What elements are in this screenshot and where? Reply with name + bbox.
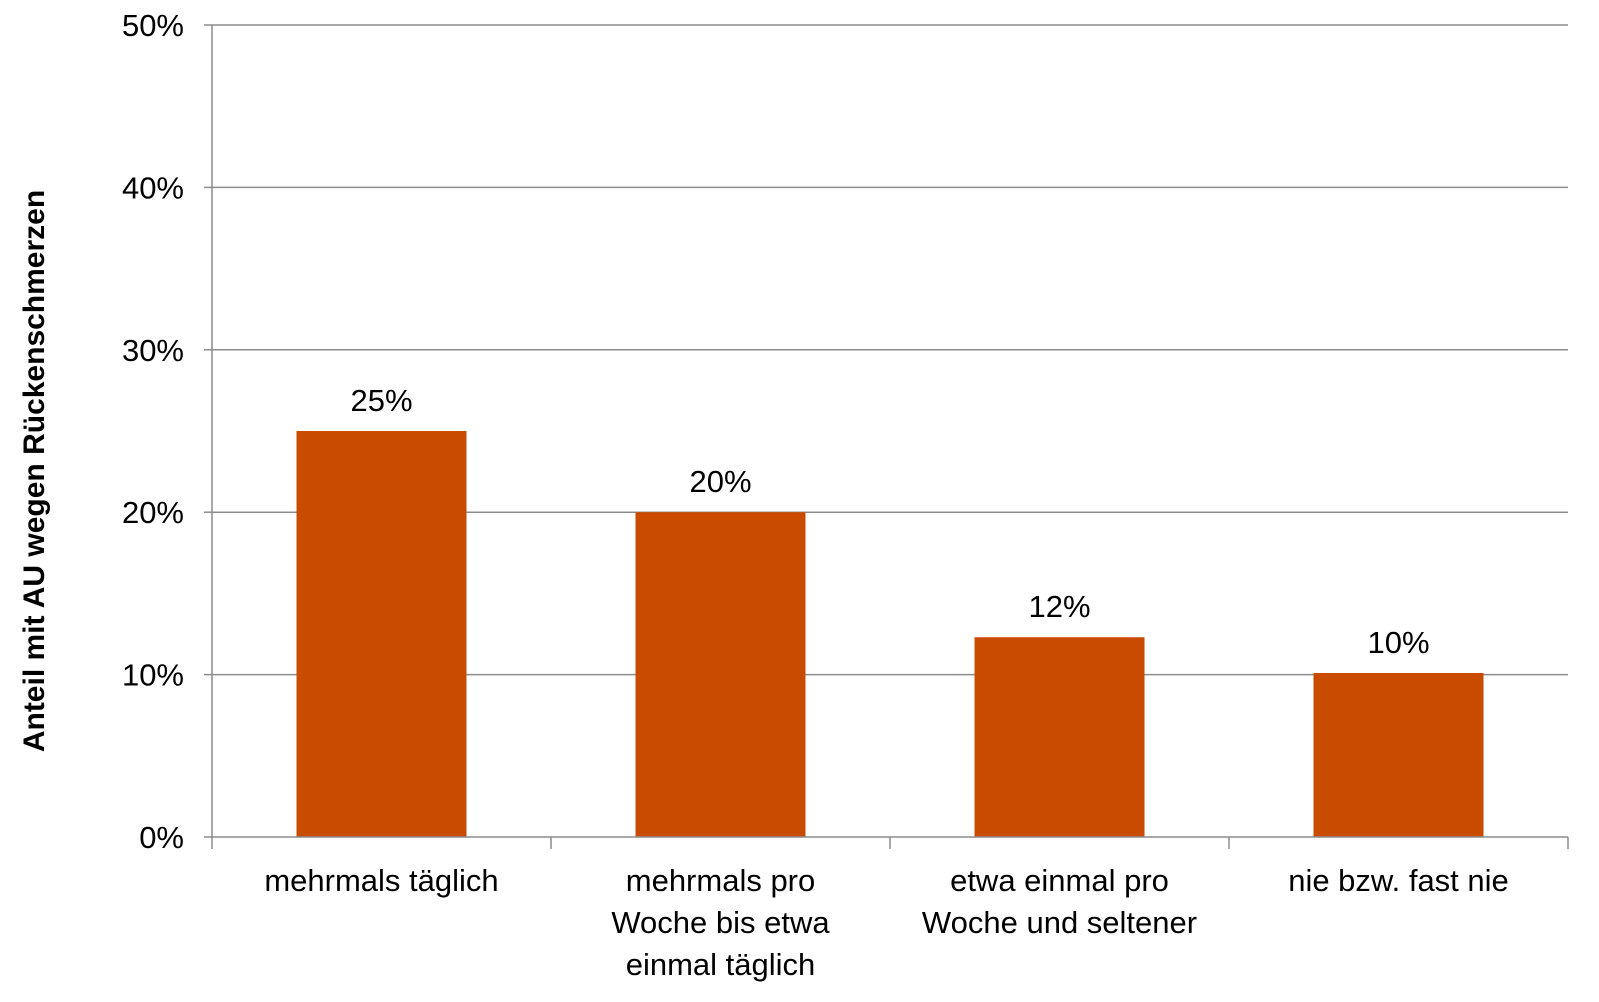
bar <box>296 431 467 837</box>
y-tick-label: 50% <box>122 8 184 43</box>
x-category-label-line: mehrmals pro <box>626 863 816 898</box>
x-category-label: nie bzw. fast nie <box>1288 863 1509 898</box>
x-category-label-line: Woche und seltener <box>922 905 1197 940</box>
x-category-label-line: Woche bis etwa <box>611 905 830 940</box>
bars <box>296 431 1484 837</box>
data-label: 10% <box>1367 625 1429 660</box>
bar <box>635 512 806 837</box>
x-category-label: mehrmals pro Woche bis etwa einmal täglich <box>611 863 830 982</box>
bar <box>974 637 1145 837</box>
data-label: 12% <box>1028 589 1090 624</box>
y-axis-title: Anteil mit AU wegen Rückenschmerzen <box>18 190 51 752</box>
x-category-label: mehrmals täglich <box>264 863 498 898</box>
x-category-label-line: einmal täglich <box>626 947 816 982</box>
x-category-label-line: nie bzw. fast nie <box>1288 863 1509 898</box>
y-tick-label: 0% <box>139 820 184 855</box>
data-label: 20% <box>689 464 751 499</box>
y-tick-label: 20% <box>122 495 184 530</box>
x-axis-category-labels: mehrmals täglich mehrmals pro Woche bis et… <box>264 863 1508 982</box>
axes <box>211 25 1569 849</box>
bar <box>1313 672 1484 837</box>
y-tick-label: 10% <box>122 658 184 693</box>
x-category-label-line: etwa einmal pro <box>950 863 1169 898</box>
data-labels: 25% 20% 12% 10% <box>350 383 1429 660</box>
y-tick-label: 40% <box>122 170 184 205</box>
y-tick-label: 30% <box>122 333 184 368</box>
x-category-label-line: mehrmals täglich <box>264 863 498 898</box>
x-category-label: etwa einmal pro Woche und seltener <box>922 863 1197 940</box>
y-axis-ticks: 0% 10% 20% 30% 40% 50% <box>122 8 212 855</box>
data-label: 25% <box>350 383 412 418</box>
